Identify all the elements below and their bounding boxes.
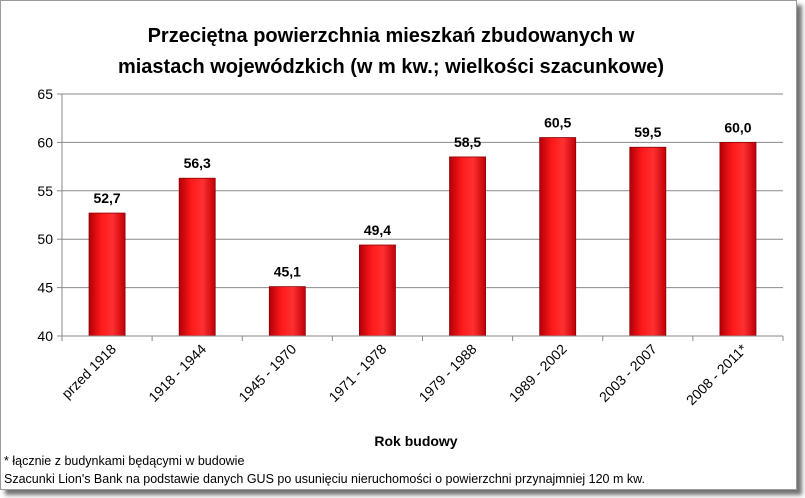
- bar-7: [719, 141, 757, 337]
- source-note: Szacunki Lion's Bank na podstawie danych…: [4, 472, 645, 486]
- bar-4: [449, 156, 486, 337]
- data-label-7: 60,0: [724, 119, 751, 135]
- data-label-6: 59,5: [634, 124, 661, 140]
- chart-title-line-1: Przeciętna powierzchnia mieszkań zbudowa…: [148, 25, 635, 47]
- bar-5: [539, 137, 577, 337]
- data-label-2: 45,1: [274, 264, 301, 280]
- category-label-1: 1918 - 1944: [145, 341, 209, 405]
- chart-title-line-2: miastach wojewódzkich (w m kw.; wielkośc…: [118, 56, 664, 78]
- x-axis-title: Rok budowy: [374, 433, 457, 449]
- ytick-label-1: 45: [37, 280, 53, 296]
- bar-0: [88, 212, 126, 337]
- category-label-7: 2008 - 2011*: [683, 340, 751, 408]
- category-label-3: 1971 - 1978: [325, 341, 389, 405]
- data-label-4: 58,5: [454, 134, 481, 150]
- ytick-label-0: 40: [37, 328, 53, 344]
- ytick-label-2: 50: [37, 231, 53, 247]
- category-label-0: przed 1918: [58, 341, 119, 402]
- gridlines: [62, 93, 783, 337]
- category-label-2: 1945 - 1970: [235, 341, 299, 405]
- category-label-6: 2003 - 2007: [596, 341, 660, 405]
- data-label-3: 49,4: [364, 222, 391, 238]
- bar-1: [178, 177, 216, 337]
- ytick-label-4: 60: [37, 134, 53, 150]
- ytick-label-5: 65: [37, 86, 53, 102]
- category-label-5: 1989 - 2002: [506, 341, 570, 405]
- bar-6: [629, 146, 667, 337]
- axes: [61, 94, 783, 337]
- bar-chart: Przeciętna powierzchnia mieszkań zbudowa…: [37, 25, 784, 449]
- data-label-0: 52,7: [93, 190, 120, 206]
- data-label-5: 60,5: [544, 115, 571, 131]
- category-label-4: 1979 - 1988: [416, 341, 480, 405]
- y-axis-ticks: 40 45 50 55 60 65: [37, 86, 62, 344]
- chart-frame: Przeciętna powierzchnia mieszkań zbudowa…: [0, 0, 797, 490]
- x-axis-ticks: przed 1918 1918 - 1944 1945 - 1970 1971 - 1…: [58, 336, 784, 408]
- bar-2: [268, 286, 306, 337]
- data-label-1: 56,3: [184, 155, 211, 171]
- bars: [88, 137, 757, 337]
- ytick-label-3: 55: [37, 183, 53, 199]
- data-labels: 52,7 56,3 45,1 49,4 58,5 60,5 59,5 60,0: [93, 115, 751, 280]
- footnote: * łącznie z budynkami będącymi w budowie: [4, 454, 245, 468]
- bar-3: [359, 244, 396, 337]
